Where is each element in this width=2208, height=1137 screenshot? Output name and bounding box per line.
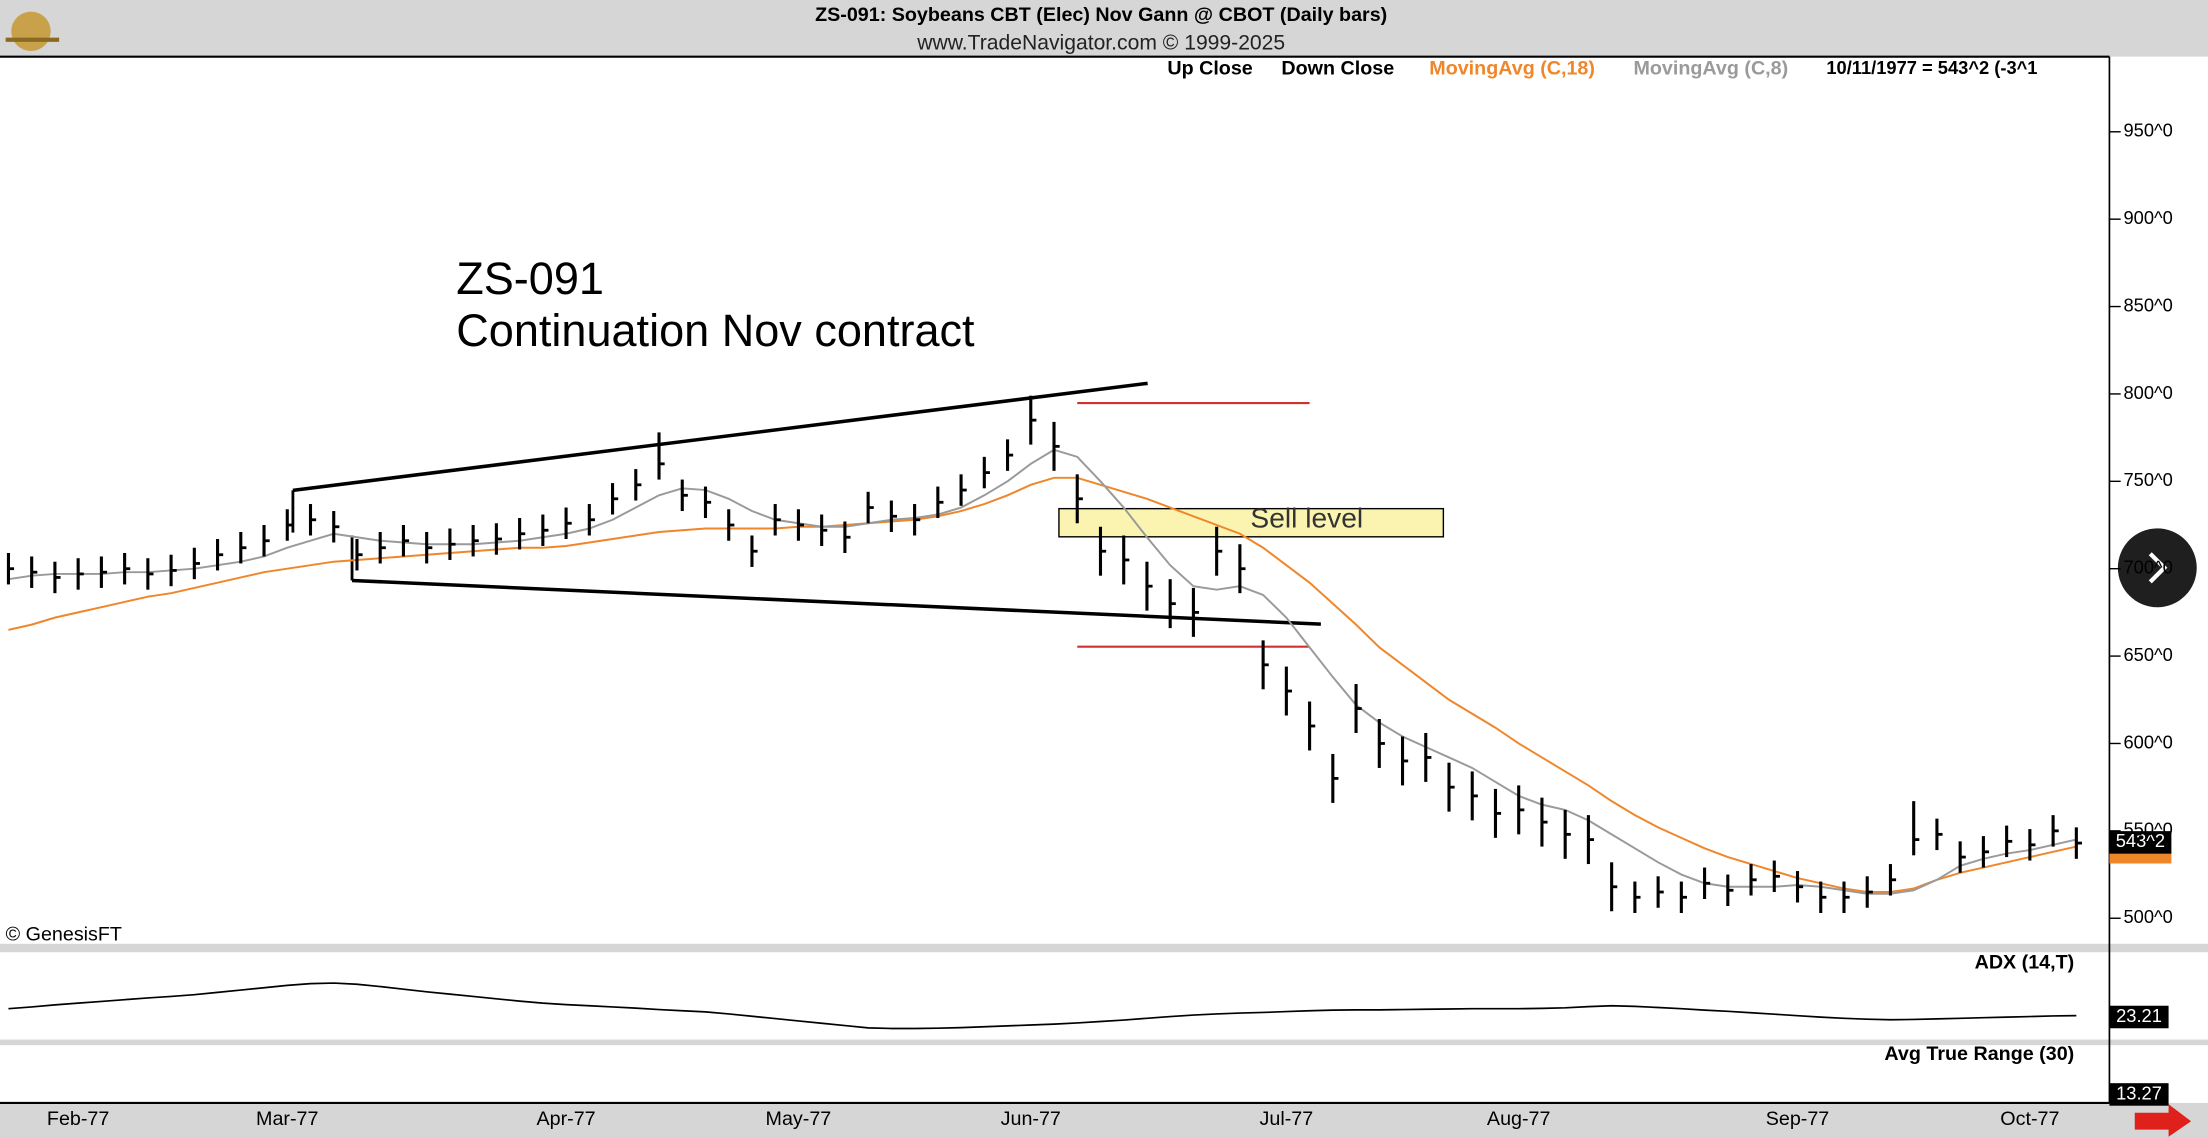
y-tick-label: 650^0	[2124, 644, 2173, 665]
copyright: © GenesisFT	[6, 924, 122, 946]
x-tick-label: Oct-77	[2000, 1108, 2059, 1130]
y-tick-label: 800^0	[2124, 382, 2173, 403]
annotation: Continuation Nov contract	[456, 305, 975, 356]
annotation: Sell level	[1250, 502, 1363, 533]
x-tick-label: Jul-77	[1260, 1108, 1314, 1130]
last-price: 543^2	[2116, 830, 2165, 851]
adx-line	[8, 982, 2077, 1030]
legend-down: Down Close	[1281, 58, 1394, 80]
x-tick-label: May-77	[766, 1108, 832, 1130]
atr-value: 13.27	[2116, 1082, 2162, 1103]
legend-item: MovingAvg (C,8)	[1633, 58, 1788, 80]
legend-up: Up Close	[1167, 58, 1252, 80]
adx-value: 23.21	[2116, 1005, 2162, 1026]
scroll-arrow[interactable]	[2134, 1104, 2192, 1137]
x-tick-label: Jun-77	[1001, 1108, 1061, 1130]
x-tick-label: Feb-77	[47, 1108, 109, 1130]
atr-label: Avg True Range (30)	[1884, 1043, 2074, 1065]
moving-average	[8, 448, 2077, 895]
x-tick-label: Sep-77	[1766, 1108, 1830, 1130]
atr-panel	[0, 1045, 2208, 1103]
value-box	[2109, 1083, 2169, 1106]
price-marker	[2109, 831, 2172, 854]
next-button[interactable]	[2117, 528, 2197, 608]
y-tick-label: 550^0	[2124, 819, 2173, 840]
y-tick-label: 600^0	[2124, 731, 2173, 752]
y-tick-label: 750^0	[2124, 469, 2173, 490]
price-panel	[0, 56, 2208, 944]
y-tick-label: 900^0	[2124, 207, 2173, 228]
x-tick-label: Mar-77	[256, 1108, 318, 1130]
y-tick-label: 950^0	[2124, 120, 2173, 141]
moving-average	[8, 476, 2077, 894]
y-tick-label: 850^0	[2124, 294, 2173, 315]
sell-box	[1058, 507, 1445, 538]
trend-line-lower	[351, 578, 1321, 626]
adx-panel	[0, 952, 2208, 1040]
ma-marker	[2109, 852, 2172, 864]
adx-label: ADX (14,T)	[1975, 952, 2075, 974]
x-tick-label: Aug-77	[1487, 1108, 1551, 1130]
legend-item: MovingAvg (C,18)	[1429, 58, 1595, 80]
chart-title: ZS-091: Soybeans CBT (Elec) Nov Gann @ C…	[815, 4, 1387, 26]
annotation: ZS-091	[456, 253, 604, 304]
chart-subtitle: www.TradeNavigator.com © 1999-2025	[916, 32, 1285, 55]
x-tick-label: Apr-77	[537, 1108, 596, 1130]
y-tick-label: 500^0	[2124, 906, 2173, 927]
value-box	[2109, 1005, 2169, 1029]
y-tick-label: 700^0	[2124, 557, 2173, 578]
info-label: 10/11/1977 = 543^2 (-3^1	[1826, 57, 2037, 78]
trend-line-upper	[292, 381, 1148, 493]
logo	[5, 11, 60, 52]
